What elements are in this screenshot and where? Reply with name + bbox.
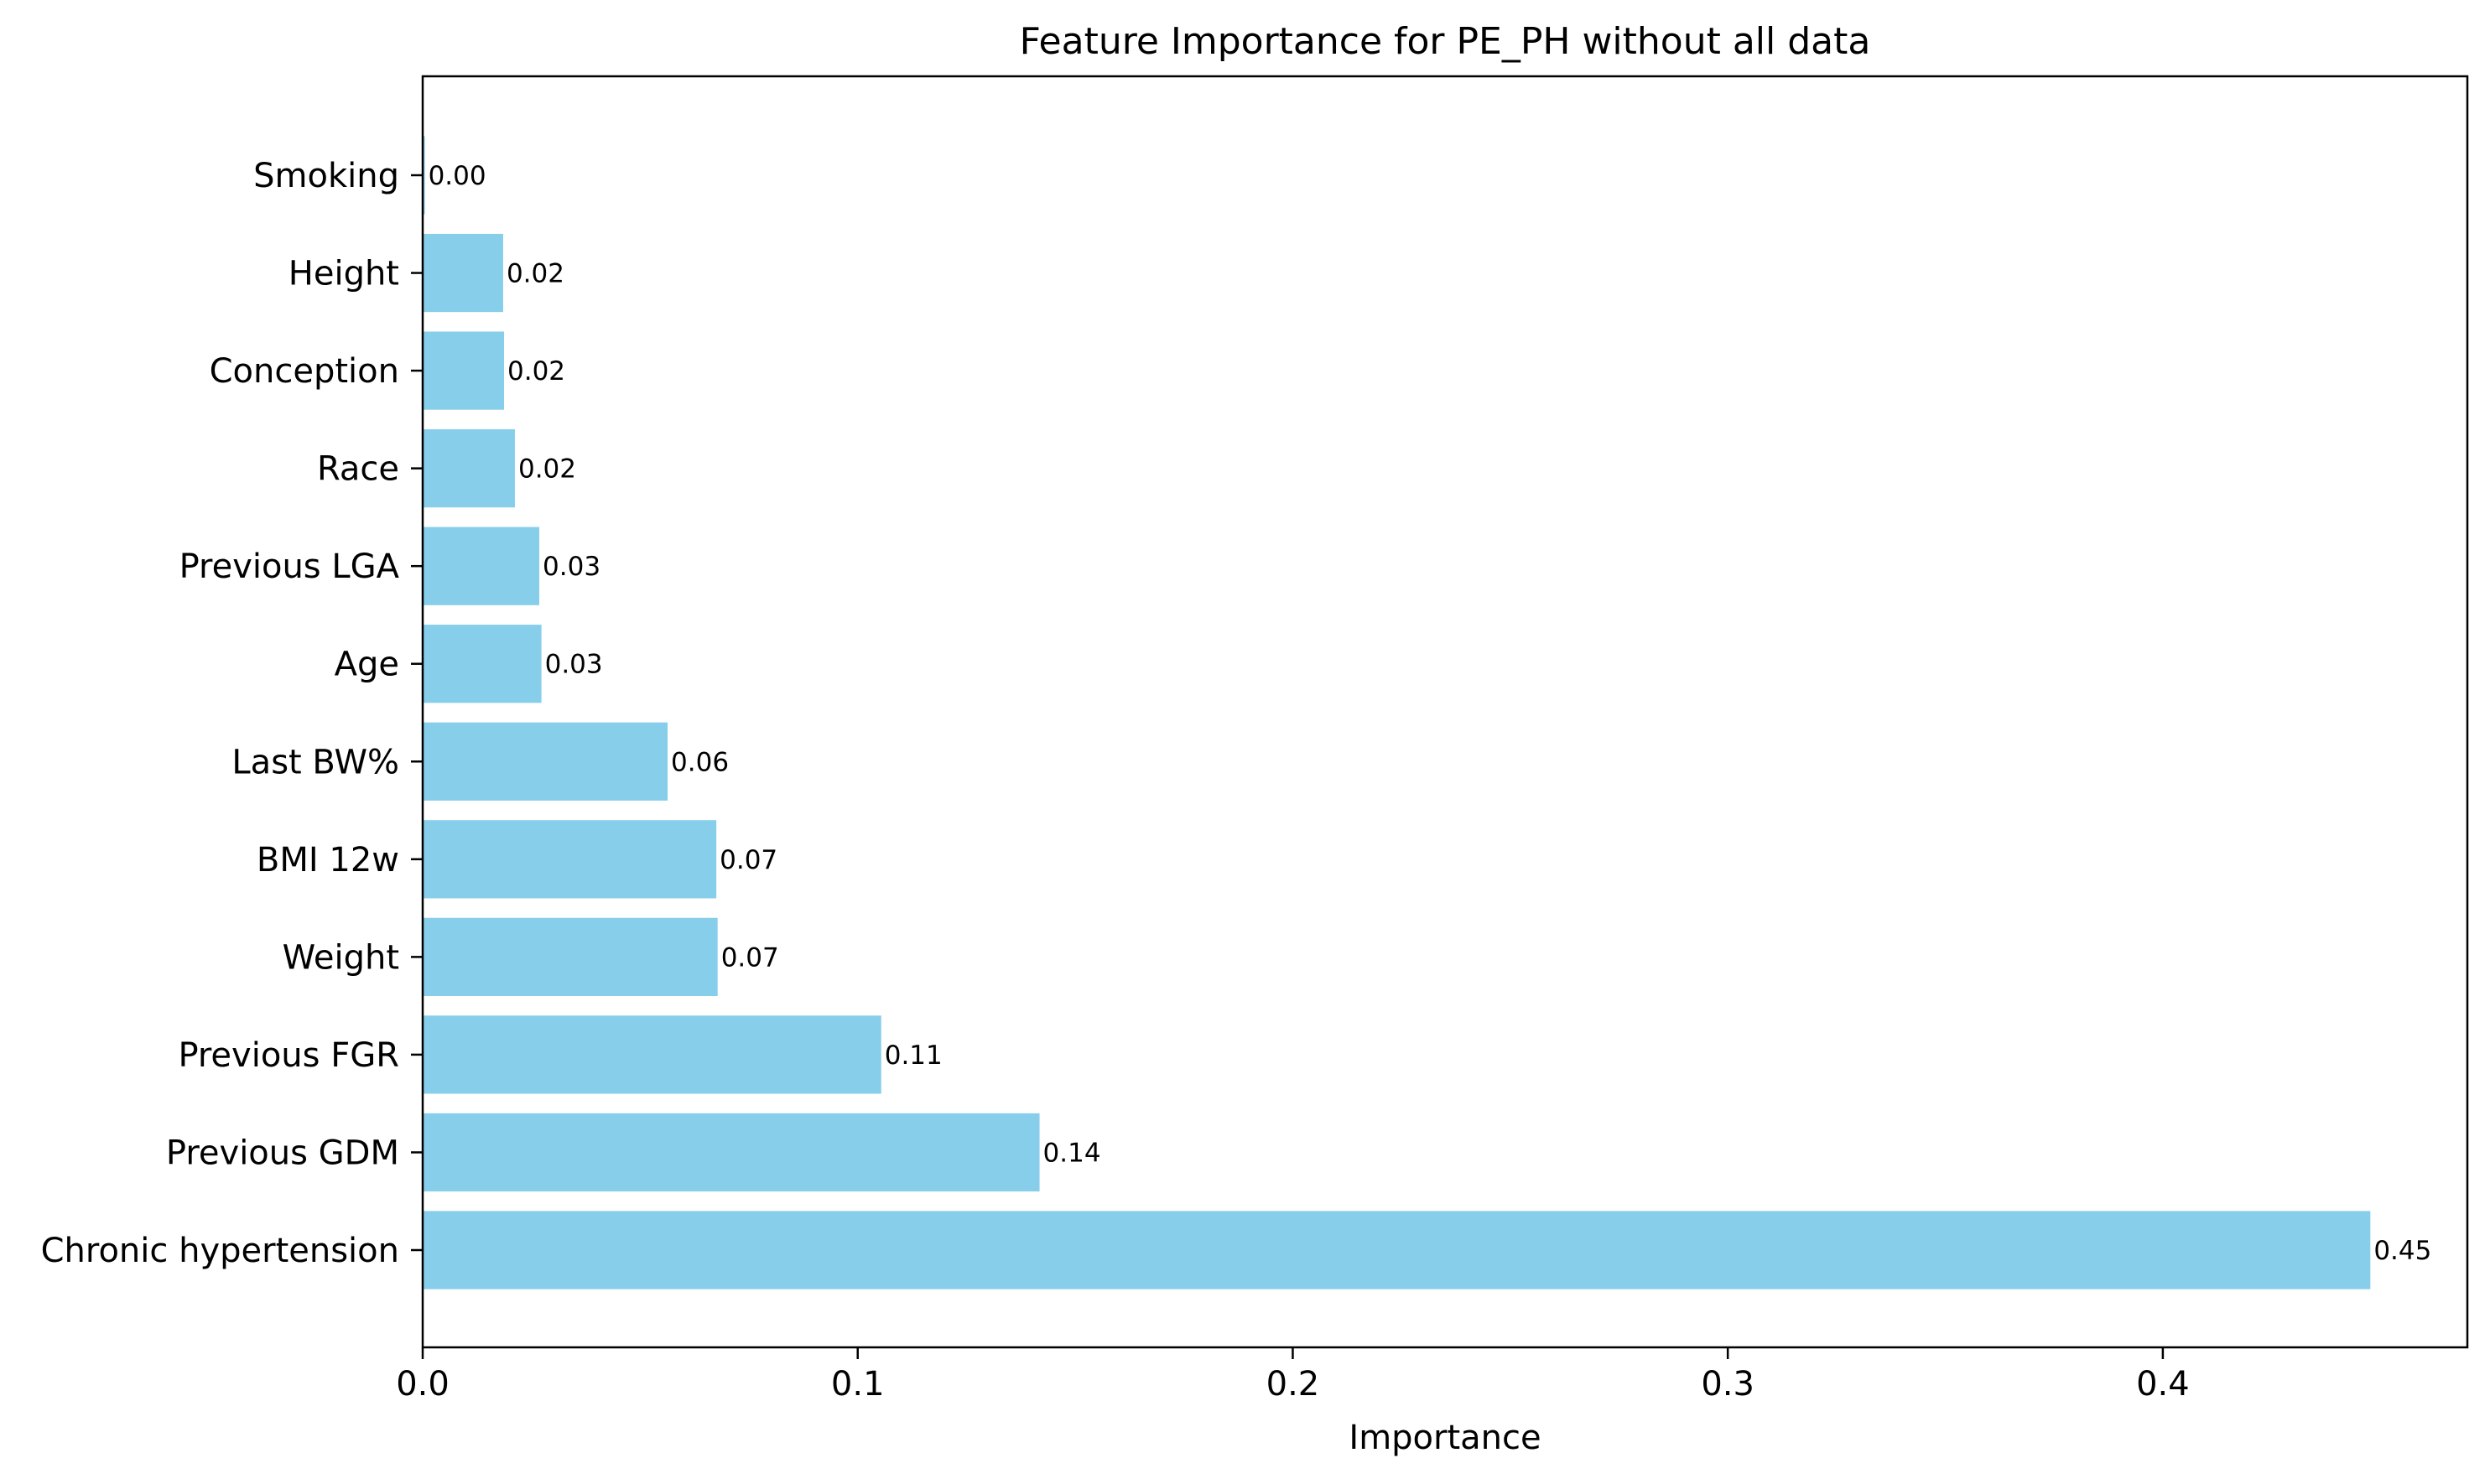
y-tick-label-bmi-12w: BMI 12w [257, 841, 399, 880]
bar-chronic-hypertension [423, 1211, 2371, 1289]
y-tick-label-previous-gdm: Previous GDM [166, 1134, 399, 1172]
x-tick-label: 0.2 [1266, 1365, 1320, 1404]
bar-smoking [423, 136, 425, 215]
plot-area-frame [421, 75, 2469, 1349]
y-tick-label-chronic-hypertension: Chronic hypertension [41, 1232, 399, 1270]
data-label-height: 0.02 [507, 259, 564, 289]
bar-age [423, 625, 542, 703]
bar-height [423, 233, 503, 313]
x-axis-label: Importance [1349, 1419, 1541, 1457]
bar-conception [423, 331, 505, 410]
bar-previous-fgr [423, 1015, 881, 1094]
bar-previous-lga [423, 527, 540, 605]
y-tick-label-conception: Conception [210, 352, 399, 391]
data-label-smoking: 0.00 [429, 161, 486, 191]
data-label-conception: 0.02 [507, 356, 565, 387]
data-label-age: 0.03 [545, 650, 603, 680]
y-tick-label-weight: Weight [283, 938, 399, 977]
bar-weight [423, 917, 718, 996]
data-label-previous-gdm: 0.14 [1043, 1138, 1101, 1168]
y-tick-label-height: Height [289, 255, 399, 293]
bar-previous-gdm [423, 1113, 1040, 1192]
y-tick-label-previous-lga: Previous LGA [179, 547, 400, 586]
data-label-bmi-12w: 0.07 [720, 845, 777, 875]
y-tick-label-previous-fgr: Previous FGR [178, 1036, 399, 1075]
y-tick-label-last-bw: Last BW% [231, 743, 399, 781]
y-tick-label-age: Age [335, 646, 399, 684]
x-tick-label: 0.4 [2136, 1365, 2190, 1404]
bar-race [423, 429, 515, 508]
data-label-last-bw: 0.06 [671, 747, 729, 777]
data-label-previous-fgr: 0.11 [885, 1040, 943, 1071]
x-ticks: 0.0 0.1 0.2 0.3 0.4 [396, 1347, 2190, 1404]
x-tick-label: 0.1 [831, 1365, 885, 1404]
bars [423, 136, 2371, 1289]
data-labels: 0.00 0.02 0.02 0.02 0.03 0.03 0.06 0.07 0.07 0.11… [429, 161, 2432, 1266]
bar-last-bw [423, 722, 668, 801]
data-label-chronic-hypertension: 0.45 [2373, 1236, 2431, 1266]
data-label-weight: 0.07 [721, 942, 779, 973]
x-tick-label: 0.3 [1701, 1365, 1754, 1404]
bar-bmi-12w [423, 820, 717, 899]
y-tick-label-race: Race [317, 450, 399, 489]
y-tick-label-smoking: Smoking [253, 157, 399, 195]
data-label-previous-lga: 0.03 [543, 552, 600, 582]
x-tick-label: 0.0 [396, 1365, 450, 1404]
y-tick-labels: Smoking Height Conception Race Previous LGA A… [41, 157, 423, 1270]
data-label-race: 0.02 [518, 454, 576, 485]
chart-title: Feature Importance for PE_PH without all… [1020, 20, 1871, 63]
